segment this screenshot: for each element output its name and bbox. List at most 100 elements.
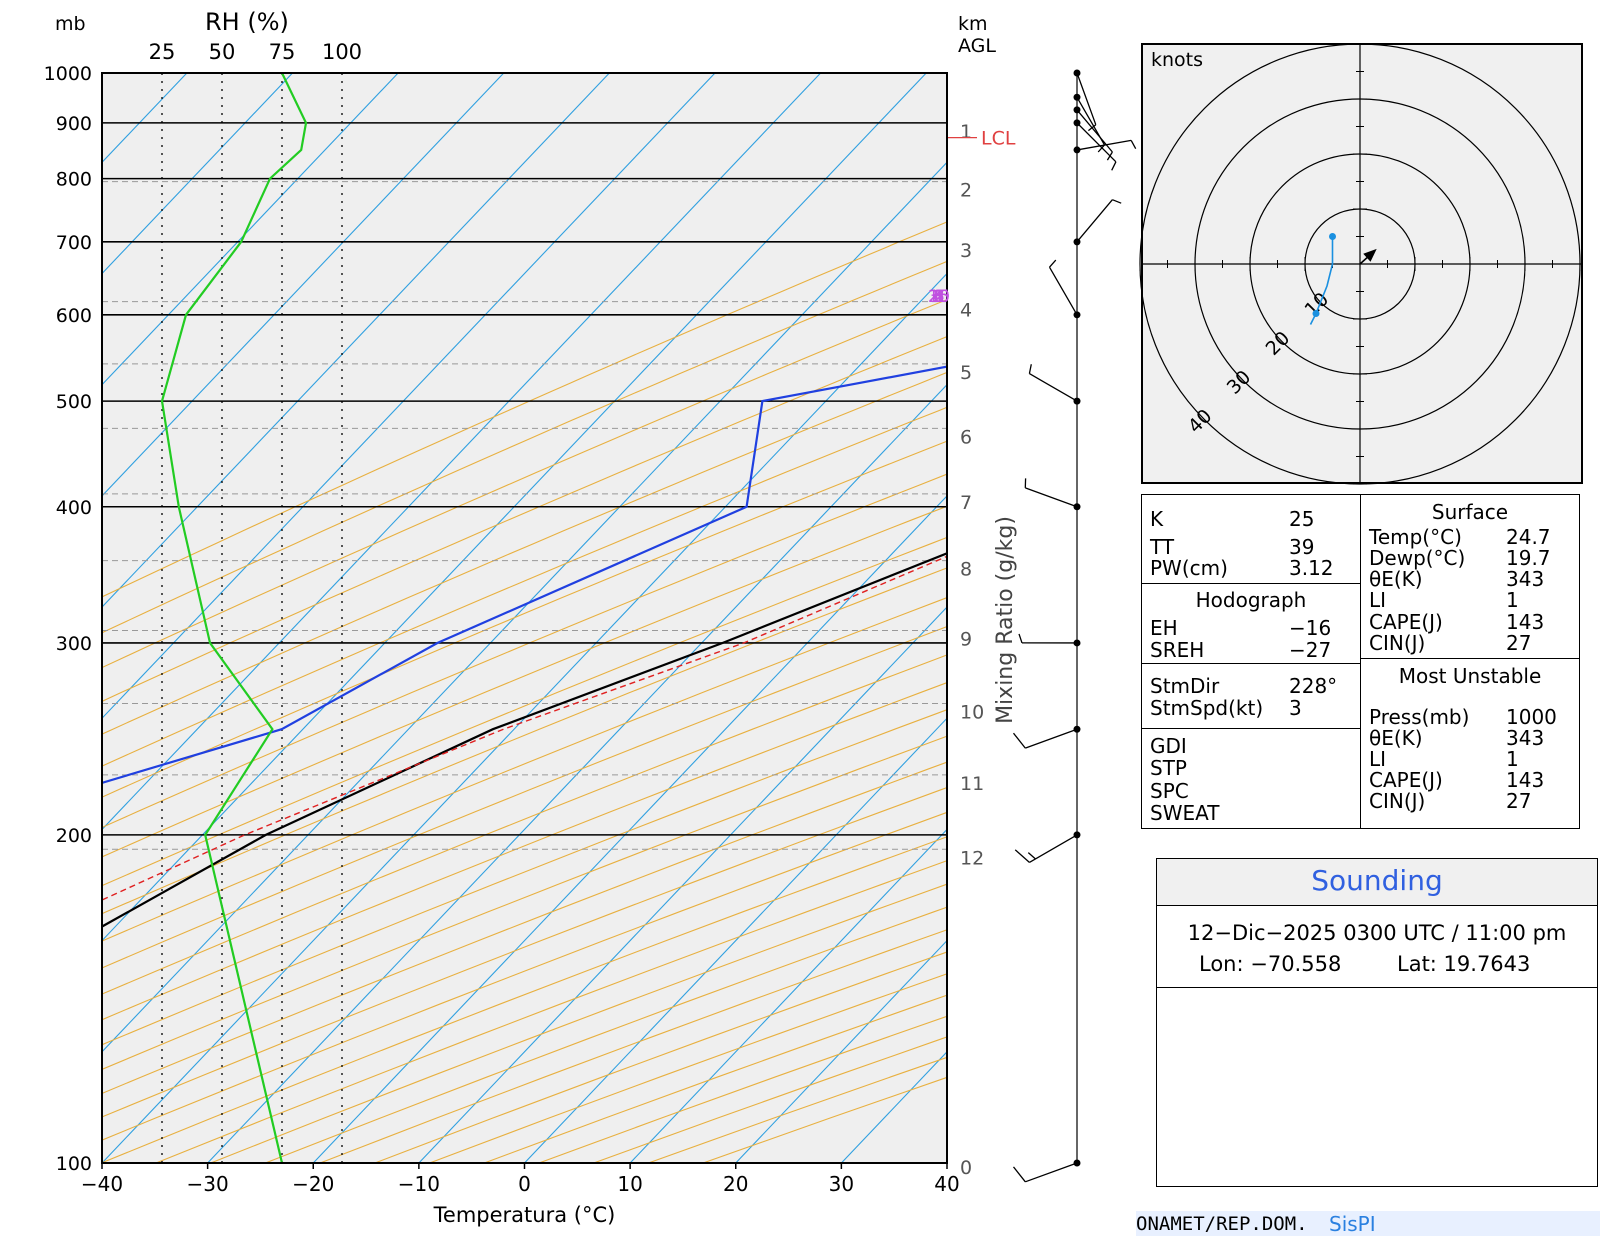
height-km-label: 12 <box>960 847 984 869</box>
height-km-label: 3 <box>960 240 972 262</box>
isotherm-line <box>102 73 822 831</box>
dry-adiabat-line <box>102 440 947 798</box>
rh-tick-label: 50 <box>209 40 236 64</box>
sounding-title: Sounding <box>1311 864 1443 897</box>
mu-cin-label: CIN(J) <box>1369 789 1426 813</box>
surface-header: Surface <box>1431 500 1509 524</box>
wind-barb <box>1076 139 1137 151</box>
isotherm-line <box>418 606 947 1163</box>
height-km-label: 6 <box>960 426 972 448</box>
plot-background <box>102 73 947 1163</box>
mixing-ratio-tick-label: 2 <box>934 287 945 307</box>
x-axis-title: Temperatura (°C) <box>433 1203 616 1227</box>
dry-adiabat-line <box>102 371 947 735</box>
spc-label: SPC <box>1150 779 1189 803</box>
height-km-label: 2 <box>960 180 972 202</box>
isotherm-line <box>102 73 716 720</box>
wind-barb <box>1076 96 1106 153</box>
eh-label: EH <box>1150 616 1178 640</box>
rh-tick-label: 25 <box>149 40 176 64</box>
parcel-table: Surface Temp(°C) 24.7 Dewp(°C) 19.7 θE(K… <box>1360 494 1580 829</box>
separator <box>1157 987 1597 988</box>
pressure-tick-label: 200 <box>56 825 92 847</box>
wind-barb <box>1012 728 1078 749</box>
isotherm-line <box>102 73 610 608</box>
sounding-date: 12−Dic−2025 0300 UTC / 11:00 pm <box>1187 921 1567 945</box>
isotherm-line <box>102 272 947 1163</box>
theta-e-value: 343 <box>1506 567 1545 591</box>
hodograph-units-label: knots <box>1151 49 1203 71</box>
pressure-tick-label: 100 <box>56 1153 92 1175</box>
height-km-label: 1 <box>960 121 972 143</box>
temperature-tick-label: −40 <box>81 1172 123 1196</box>
pressure-tick-label: 900 <box>56 113 92 135</box>
height-km-label: 0 <box>960 1157 972 1179</box>
dry-adiabat-line <box>102 654 947 995</box>
cin-value: 27 <box>1506 631 1532 655</box>
wind-barb <box>1018 633 1078 644</box>
isotherm-line <box>207 383 947 1163</box>
temperature-tick-label: 0 <box>518 1172 531 1196</box>
stmspd-label: StmSpd(kt) <box>1150 696 1264 720</box>
cape-value: 143 <box>1506 610 1545 634</box>
height-km-label: 10 <box>960 701 984 723</box>
height-km-label: 4 <box>960 300 972 322</box>
tt-label: TT <box>1150 535 1175 559</box>
agl-unit-label: AGL <box>958 35 996 57</box>
hodograph-header: Hodograph <box>1195 588 1307 612</box>
separator <box>1142 663 1360 664</box>
cape-label: CAPE(J) <box>1369 610 1443 634</box>
mu-theta-e-value: 343 <box>1506 726 1545 750</box>
pw-label: PW(cm) <box>1150 556 1228 580</box>
mixing-ratio-axis-title: Mixing Ratio (g/kg) <box>993 516 1018 724</box>
temperature-tick-label: −20 <box>292 1172 334 1196</box>
temp-value: 24.7 <box>1506 525 1551 549</box>
mu-cin-value: 27 <box>1506 789 1532 813</box>
li-label: LI <box>1369 588 1387 612</box>
footer-org: ONAMET/REP.DOM. <box>1136 1213 1308 1235</box>
mixing-ratio-tick-label: 3 <box>934 287 945 307</box>
mixing-ratio-tick-label: 1 <box>934 287 945 307</box>
dry-adiabat-line <box>102 473 947 829</box>
wind-barb <box>1024 478 1078 508</box>
dewpoint-profile-line <box>102 365 947 785</box>
mu-cape-label: CAPE(J) <box>1369 768 1443 792</box>
mixing-ratio-tick-label: 25 <box>928 287 950 307</box>
temperature-tick-label: 20 <box>723 1172 748 1196</box>
dry-adiabat-line <box>102 298 947 669</box>
dewp-value: 19.7 <box>1506 546 1551 570</box>
rh-axis-title: RH (%) <box>205 8 289 36</box>
isotherm-line <box>102 73 927 942</box>
height-km-label: 7 <box>960 492 972 514</box>
pressure-unit-label: mb <box>55 13 86 35</box>
isotherm-line <box>524 717 947 1163</box>
k-label: K <box>1150 507 1164 531</box>
gdi-label: GDI <box>1150 734 1187 758</box>
sounding-lat: Lat: 19.7643 <box>1397 952 1531 976</box>
hodograph-point <box>1312 310 1320 317</box>
mixing-ratio-tick-label: 8 <box>934 287 945 307</box>
separator <box>1142 583 1360 584</box>
height-km-label: 11 <box>960 773 984 795</box>
dry-adiabat-line <box>102 336 947 702</box>
eh-value: −16 <box>1289 616 1332 640</box>
sweat-label: SWEAT <box>1150 801 1220 825</box>
dry-adiabat-line <box>102 597 947 942</box>
pressure-tick-label: 1000 <box>44 63 92 85</box>
dry-adiabat-line <box>102 260 947 634</box>
temperature-tick-label: −10 <box>398 1172 440 1196</box>
isotherm-line <box>735 939 947 1163</box>
separator <box>1361 658 1579 659</box>
height-km-label: 9 <box>960 628 972 650</box>
mixing-ratio-tick-label: 10 <box>928 287 950 307</box>
height-km-label: 5 <box>960 362 972 384</box>
stmdir-value: 228° <box>1289 674 1338 698</box>
storm-motion-arrowhead <box>1363 248 1377 262</box>
theta-e-label: θE(K) <box>1369 567 1423 591</box>
mixing-ratio-tick-label: 30 <box>928 287 950 307</box>
most-unstable-header: Most Unstable <box>1398 664 1542 688</box>
press-label: Press(mb) <box>1369 705 1470 729</box>
pressure-tick-label: 700 <box>56 232 92 254</box>
pw-value: 3.12 <box>1289 556 1334 580</box>
temp-label: Temp(°C) <box>1369 525 1462 549</box>
